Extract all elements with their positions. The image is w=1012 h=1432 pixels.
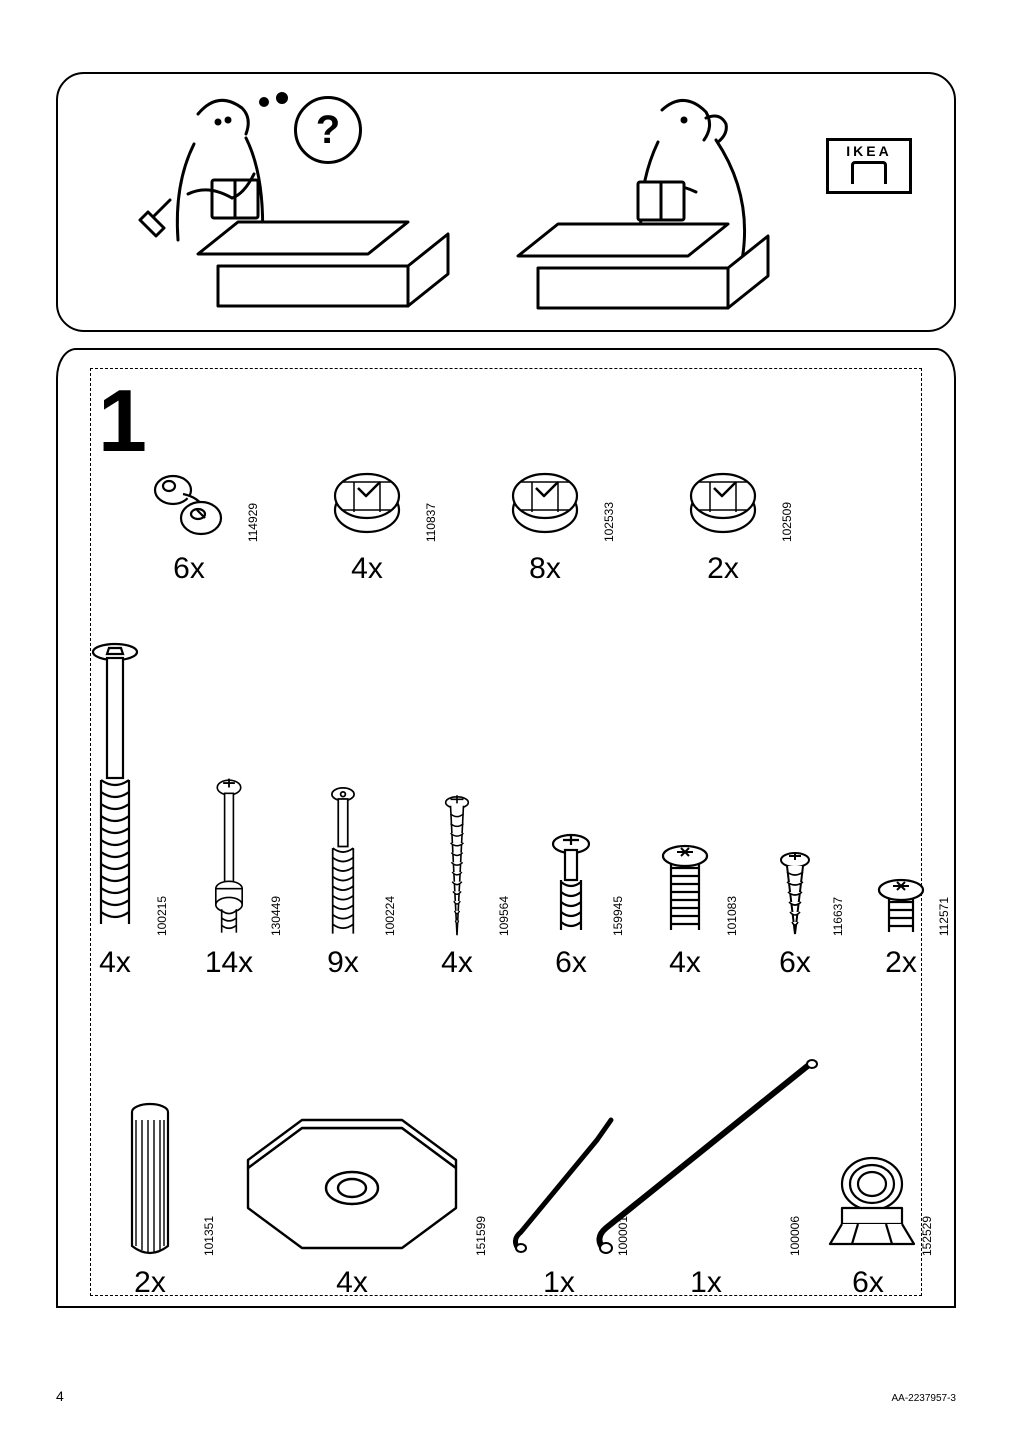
part-102509: 102509 2x: [658, 460, 788, 586]
ikea-store-sign: IKEA: [826, 138, 912, 194]
part-number: 152529: [920, 1216, 934, 1256]
part-number: 114929: [246, 503, 260, 542]
part-qty: 6x: [555, 946, 587, 980]
part-number: 110837: [424, 503, 438, 542]
part-116637: 116637 6x: [751, 850, 839, 980]
page-number: 4: [56, 1388, 64, 1404]
part-number: 151599: [474, 1216, 488, 1256]
part-109564: 109564 4x: [409, 754, 505, 980]
part-qty: 4x: [669, 946, 701, 980]
part-number: 130449: [269, 896, 283, 936]
part-number: 109564: [497, 896, 511, 936]
step-number: 1: [98, 370, 147, 472]
part-qty: 2x: [707, 552, 739, 586]
part-qty: 8x: [529, 552, 561, 586]
part-qty: 4x: [351, 552, 383, 586]
part-number: 159945: [611, 896, 625, 936]
part-159945: 159945 6x: [523, 830, 619, 980]
part-number: 100224: [383, 896, 397, 936]
part-qty: 9x: [327, 946, 359, 980]
part-qty: 14x: [205, 946, 253, 980]
part-number: 100215: [155, 896, 169, 936]
part-102533: 102533 8x: [480, 460, 610, 586]
part-number: 112571: [937, 897, 951, 936]
part-152529: 152529 6x: [808, 1150, 928, 1300]
part-100215: 100215 4x: [67, 640, 163, 980]
part-101351: 101351 2x: [90, 1100, 210, 1300]
document-id: AA-2237957-3: [892, 1393, 957, 1404]
confused-person-scene: [78, 84, 468, 324]
part-number: 102509: [780, 502, 794, 542]
part-qty: 4x: [336, 1266, 368, 1300]
hardware-row-3: 101351 2x 151599 4x: [90, 1050, 952, 1300]
question-bubble: ?: [294, 96, 362, 164]
part-110837: 110837 4x: [302, 460, 432, 586]
question-mark: ?: [316, 108, 340, 153]
part-qty: 1x: [690, 1266, 722, 1300]
part-qty: 2x: [885, 946, 917, 980]
part-151599: 151599 4x: [222, 1110, 482, 1300]
part-number: 116637: [831, 897, 845, 936]
part-number: 101083: [725, 896, 739, 936]
part-100224: 100224 9x: [295, 734, 391, 980]
part-qty: 6x: [173, 552, 205, 586]
ikea-label: IKEA: [846, 143, 891, 159]
part-qty: 2x: [134, 1266, 166, 1300]
call-ikea-scene: [488, 84, 828, 324]
hardware-row-2: 100215 4x: [60, 640, 952, 980]
part-112571: 112571 2x: [857, 878, 945, 980]
part-number: 101351: [202, 1216, 216, 1256]
part-101083: 101083 4x: [637, 844, 733, 980]
part-number: 102533: [602, 502, 616, 542]
part-qty: 6x: [779, 946, 811, 980]
part-114929: 114929 6x: [124, 460, 254, 586]
part-100006: 100006 1x: [616, 1050, 796, 1300]
help-call-ikea-panel: ?: [56, 72, 956, 332]
part-130449: 130449 14x: [181, 720, 277, 980]
ikea-door-icon: [851, 161, 887, 184]
part-qty: 4x: [441, 946, 473, 980]
part-number: 100006: [788, 1216, 802, 1256]
part-qty: 4x: [99, 946, 131, 980]
part-qty: 6x: [852, 1266, 884, 1300]
part-qty: 1x: [543, 1266, 575, 1300]
hardware-row-1: 114929 6x 110837 4x: [110, 460, 802, 586]
